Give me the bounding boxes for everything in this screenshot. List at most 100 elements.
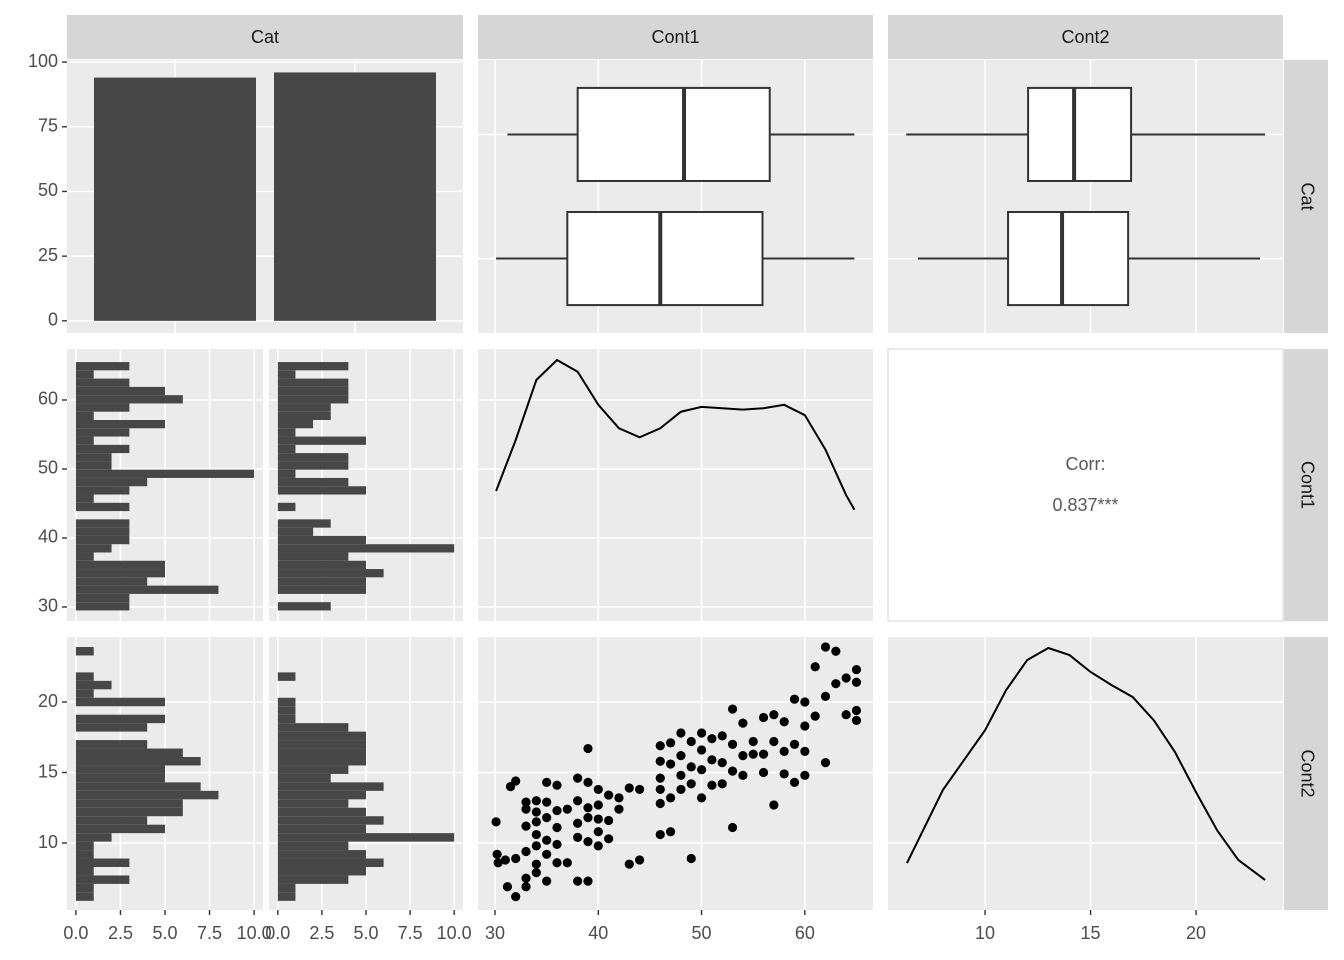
point [583, 876, 593, 886]
row-strip [1284, 349, 1328, 621]
point [542, 835, 552, 845]
histogram-bar [75, 527, 130, 536]
point [717, 758, 727, 768]
histogram-bar [75, 444, 130, 454]
point [748, 736, 758, 747]
histogram-bar [277, 824, 366, 834]
point [769, 736, 779, 747]
correlation-text: Corr: [1066, 454, 1106, 474]
point [738, 750, 748, 761]
point [800, 721, 810, 731]
point [655, 784, 665, 795]
histogram-bar [75, 602, 130, 611]
histogram-bar [75, 689, 94, 698]
histogram-bar [75, 378, 130, 387]
point [521, 821, 531, 831]
row-strip-label: Cont1 [1297, 461, 1317, 509]
point [552, 780, 562, 790]
point [696, 765, 707, 775]
x-tick-label: 10.0 [437, 923, 472, 943]
histogram-bar [75, 773, 165, 783]
panel-background [888, 637, 1283, 910]
histogram-bar [75, 585, 219, 594]
histogram-bar [75, 469, 255, 478]
point [500, 855, 510, 865]
point [511, 892, 521, 902]
point [552, 858, 562, 868]
y-tick-label: 60 [38, 389, 58, 409]
point [831, 646, 841, 656]
histogram-bar [277, 714, 296, 724]
histogram-bar [277, 807, 366, 817]
histogram-bar [75, 436, 94, 445]
point [521, 882, 531, 892]
point [655, 756, 665, 766]
histogram-bar [75, 850, 94, 859]
histogram-bar [75, 782, 201, 791]
point [491, 817, 501, 827]
point [573, 832, 583, 842]
histogram-bar [277, 799, 349, 808]
histogram-bar [277, 765, 349, 774]
histogram-bar [277, 477, 349, 487]
point [800, 746, 810, 756]
point [676, 784, 686, 795]
column-strip [67, 15, 463, 59]
histogram-bar [277, 875, 349, 884]
histogram-bar [277, 519, 331, 528]
histogram-bar [277, 723, 349, 732]
histogram-bar [277, 577, 366, 586]
point [686, 779, 696, 789]
point [758, 767, 769, 778]
histogram-bar [75, 748, 183, 758]
histogram-bar [277, 362, 349, 371]
point [841, 673, 851, 683]
point [707, 780, 717, 790]
histogram-bar [277, 731, 366, 741]
histogram-bar [75, 723, 148, 732]
histogram-bar [75, 833, 112, 842]
histogram-bar [75, 552, 94, 561]
point [655, 773, 665, 783]
histogram-bar [277, 502, 296, 512]
histogram-bar [277, 527, 314, 536]
histogram-bar [75, 420, 165, 429]
point [614, 793, 624, 803]
row-strip [1284, 637, 1328, 910]
x-tick-label: 10 [975, 923, 995, 943]
histogram-bar [75, 502, 130, 512]
x-tick-label: 30 [485, 923, 505, 943]
point [696, 793, 707, 803]
correlation-text: 0.837*** [1052, 495, 1118, 515]
histogram-bar [277, 697, 296, 707]
histogram-bar [277, 748, 366, 758]
box [1007, 211, 1130, 307]
point [583, 743, 593, 754]
point [531, 868, 541, 878]
point [665, 738, 676, 748]
point [665, 759, 676, 769]
point [676, 728, 686, 738]
point [521, 804, 531, 814]
histogram-bar [277, 740, 366, 749]
histogram-bar [75, 477, 148, 487]
point [593, 784, 603, 795]
column-strip [888, 15, 1283, 59]
histogram-bar [277, 841, 349, 851]
point [851, 677, 862, 687]
point [624, 859, 634, 869]
point [604, 834, 614, 844]
point [542, 777, 552, 787]
point [727, 822, 738, 833]
histogram-bar [277, 370, 296, 379]
row-strip-label: Cont2 [1297, 749, 1317, 797]
x-tick-label: 20 [1186, 923, 1206, 943]
histogram-bar [75, 892, 94, 901]
point [665, 827, 676, 837]
histogram-bar [277, 782, 384, 791]
histogram-bar [75, 875, 130, 884]
point [531, 841, 541, 851]
histogram-bar [277, 428, 296, 437]
point [810, 662, 820, 672]
histogram-bar [277, 436, 366, 445]
